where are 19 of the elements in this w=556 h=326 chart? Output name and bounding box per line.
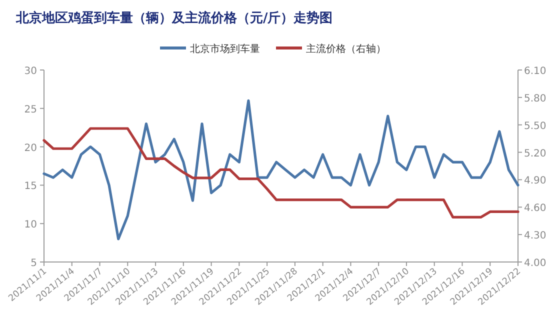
y-tick-label: 5 xyxy=(30,258,37,269)
y2-tick-label: 6.10 xyxy=(524,66,546,77)
y2-tick-label: 4.30 xyxy=(524,230,546,242)
line-series xyxy=(42,99,520,240)
y2-tick-label: 4.00 xyxy=(524,258,546,269)
chart-title: 北京地区鸡蛋到车量（辆）及主流价格（元/斤）走势图 xyxy=(15,10,333,26)
y-tick-label: 30 xyxy=(24,66,37,77)
y-tick-label: 15 xyxy=(24,181,37,192)
line-series xyxy=(42,127,520,218)
legend-label: 主流价格（右轴） xyxy=(306,43,386,55)
y2-tick-label: 4.90 xyxy=(524,176,546,187)
y2-tick-label: 5.20 xyxy=(524,148,546,160)
legend-label: 北京市场到车量 xyxy=(190,43,260,55)
y-tick-label: 10 xyxy=(24,220,37,231)
y2-tick-label: 5.50 xyxy=(524,120,546,132)
y-tick-label: 20 xyxy=(24,142,37,154)
y2-tick-label: 4.60 xyxy=(524,203,546,214)
y-tick-label: 25 xyxy=(24,104,37,116)
y2-tick-label: 5.80 xyxy=(524,93,546,104)
